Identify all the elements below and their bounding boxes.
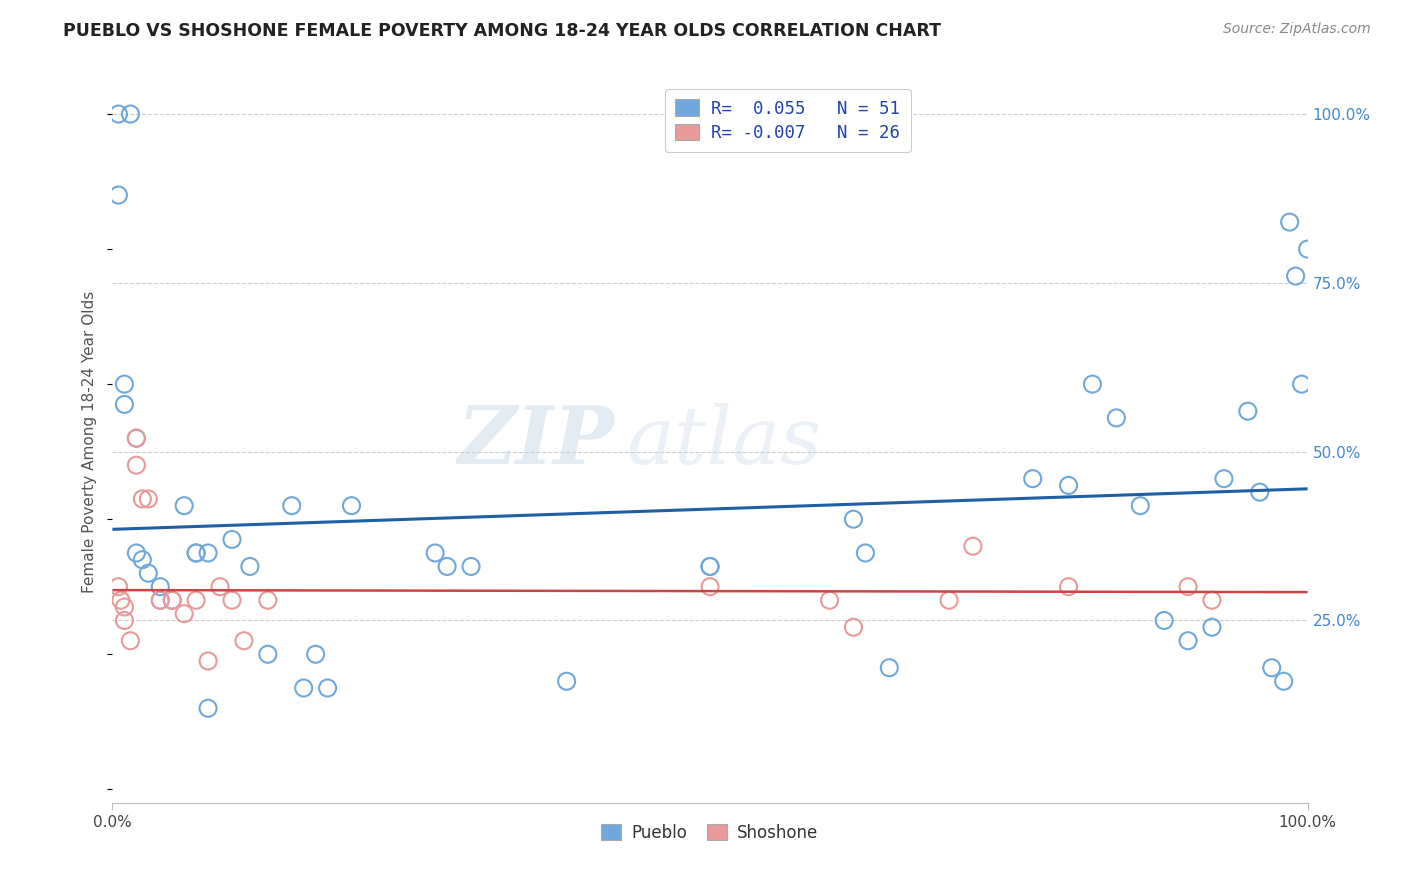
Pueblo <box>221 533 243 547</box>
Shoshone <box>962 539 984 553</box>
Shoshone <box>149 593 172 607</box>
Pueblo <box>425 546 447 560</box>
Pueblo <box>257 647 280 661</box>
Pueblo <box>107 188 129 202</box>
Pueblo <box>1057 478 1080 492</box>
Pueblo <box>197 701 219 715</box>
Shoshone <box>114 599 135 614</box>
Shoshone <box>233 633 256 648</box>
Pueblo <box>555 674 578 689</box>
Pueblo <box>186 546 208 560</box>
Text: PUEBLO VS SHOSHONE FEMALE POVERTY AMONG 18-24 YEAR OLDS CORRELATION CHART: PUEBLO VS SHOSHONE FEMALE POVERTY AMONG … <box>63 22 941 40</box>
Shoshone <box>125 458 148 472</box>
Pueblo <box>138 566 160 581</box>
Shoshone <box>842 620 865 634</box>
Pueblo <box>436 559 458 574</box>
Pueblo <box>340 499 363 513</box>
Pueblo <box>1278 215 1301 229</box>
Pueblo <box>1177 633 1199 648</box>
Pueblo <box>699 559 721 574</box>
Shoshone <box>107 580 129 594</box>
Pueblo <box>114 397 135 411</box>
Y-axis label: Female Poverty Among 18-24 Year Olds: Female Poverty Among 18-24 Year Olds <box>82 291 97 592</box>
Shoshone <box>209 580 232 594</box>
Pueblo <box>842 512 865 526</box>
Pueblo <box>162 593 183 607</box>
Shoshone <box>125 431 148 445</box>
Text: Source: ZipAtlas.com: Source: ZipAtlas.com <box>1223 22 1371 37</box>
Pueblo <box>1296 242 1319 256</box>
Pueblo <box>197 546 219 560</box>
Pueblo <box>292 681 315 695</box>
Pueblo <box>460 559 482 574</box>
Shoshone <box>938 593 960 607</box>
Pueblo <box>1129 499 1152 513</box>
Pueblo <box>1285 269 1308 284</box>
Pueblo <box>316 681 339 695</box>
Shoshone <box>818 593 841 607</box>
Pueblo <box>1261 661 1284 675</box>
Shoshone <box>162 593 183 607</box>
Shoshone <box>110 593 132 607</box>
Pueblo <box>281 499 304 513</box>
Pueblo <box>879 661 901 675</box>
Pueblo <box>1105 411 1128 425</box>
Pueblo <box>1213 472 1236 486</box>
Pueblo <box>131 552 153 566</box>
Shoshone <box>131 491 153 506</box>
Pueblo <box>855 546 877 560</box>
Pueblo <box>120 107 142 121</box>
Shoshone <box>173 607 195 621</box>
Pueblo <box>1201 620 1223 634</box>
Pueblo <box>149 593 172 607</box>
Text: atlas: atlas <box>627 403 821 480</box>
Pueblo <box>1291 377 1313 392</box>
Shoshone <box>114 614 135 628</box>
Pueblo <box>107 107 129 121</box>
Shoshone <box>1201 593 1223 607</box>
Pueblo <box>125 431 148 445</box>
Shoshone <box>221 593 243 607</box>
Pueblo <box>149 580 172 594</box>
Shoshone <box>1057 580 1080 594</box>
Pueblo <box>125 546 148 560</box>
Shoshone <box>197 654 219 668</box>
Pueblo <box>186 546 208 560</box>
Pueblo <box>1272 674 1295 689</box>
Pueblo <box>1153 614 1175 628</box>
Pueblo <box>305 647 328 661</box>
Pueblo <box>1081 377 1104 392</box>
Shoshone <box>257 593 280 607</box>
Shoshone <box>1177 580 1199 594</box>
Legend: Pueblo, Shoshone: Pueblo, Shoshone <box>595 817 825 848</box>
Pueblo <box>1249 485 1271 500</box>
Text: ZIP: ZIP <box>457 403 614 480</box>
Pueblo <box>1022 472 1045 486</box>
Pueblo <box>239 559 262 574</box>
Shoshone <box>138 491 160 506</box>
Pueblo <box>114 377 135 392</box>
Shoshone <box>186 593 208 607</box>
Shoshone <box>699 580 721 594</box>
Pueblo <box>699 559 721 574</box>
Pueblo <box>1237 404 1260 418</box>
Pueblo <box>173 499 195 513</box>
Shoshone <box>120 633 142 648</box>
